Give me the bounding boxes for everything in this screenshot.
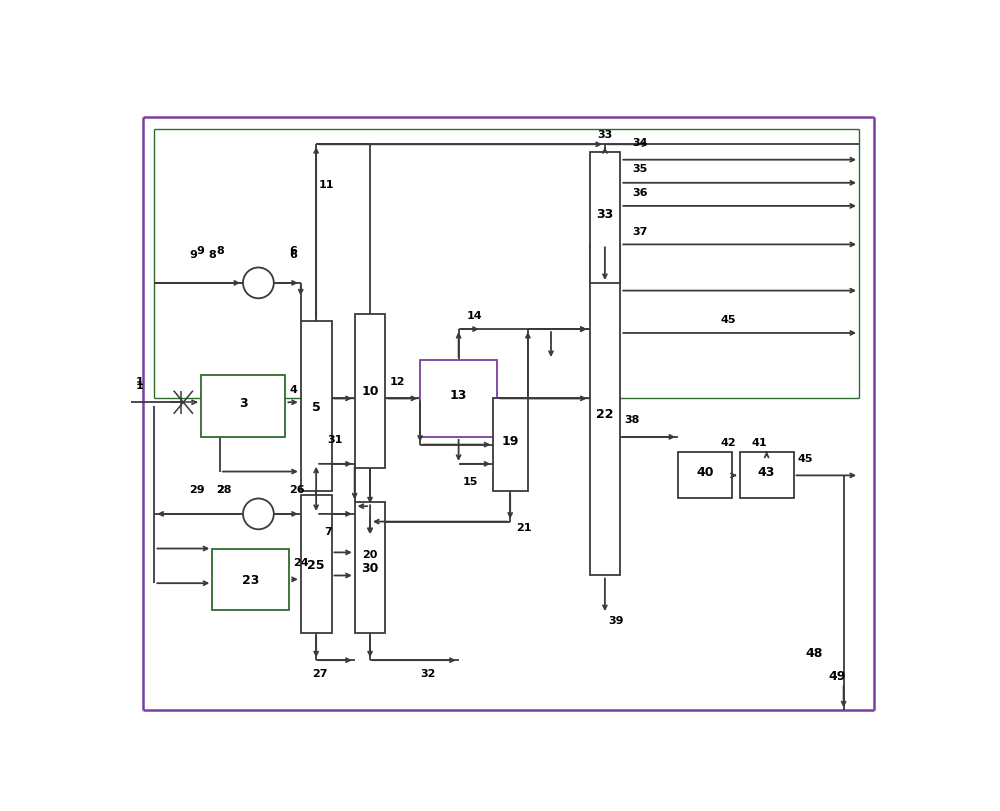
Text: 33: 33	[596, 208, 614, 221]
Text: 6: 6	[289, 246, 297, 256]
Text: 11: 11	[318, 181, 334, 191]
Text: 12: 12	[389, 377, 405, 387]
Text: 40: 40	[696, 466, 714, 479]
Text: 3: 3	[239, 397, 247, 410]
Text: 34: 34	[632, 138, 647, 148]
Text: 31: 31	[328, 435, 343, 444]
Text: 42: 42	[720, 439, 736, 448]
Text: 49: 49	[828, 670, 846, 684]
Text: 41: 41	[751, 439, 767, 448]
Text: 45: 45	[720, 315, 736, 325]
Text: 24: 24	[293, 558, 309, 568]
Text: 39: 39	[609, 616, 624, 625]
Text: 8: 8	[216, 246, 224, 256]
Text: 9: 9	[189, 250, 197, 260]
Bar	[420, 360, 497, 437]
Bar	[355, 314, 385, 468]
Text: 26: 26	[289, 485, 305, 495]
Bar	[301, 321, 332, 491]
Circle shape	[243, 268, 274, 298]
Text: 43: 43	[758, 466, 775, 479]
Bar	[590, 152, 620, 283]
Bar	[201, 375, 285, 437]
Text: 1: 1	[135, 380, 143, 391]
Text: 38: 38	[624, 415, 640, 425]
Text: 15: 15	[462, 477, 478, 487]
Text: 36: 36	[632, 188, 647, 198]
Text: 9: 9	[197, 246, 205, 256]
Bar	[740, 453, 794, 499]
Text: 21: 21	[516, 523, 532, 533]
Text: 4: 4	[289, 384, 297, 394]
Text: 45: 45	[797, 454, 813, 464]
Text: 30: 30	[361, 563, 379, 576]
Bar	[678, 453, 732, 499]
Bar	[355, 502, 385, 633]
Text: 28: 28	[216, 485, 232, 495]
Text: 29: 29	[189, 485, 205, 495]
Circle shape	[243, 499, 274, 530]
Text: 22: 22	[596, 409, 614, 422]
Text: 27: 27	[312, 669, 328, 680]
Text: 10: 10	[361, 385, 379, 398]
Bar	[493, 398, 528, 491]
Text: 7: 7	[324, 527, 332, 537]
Bar	[590, 244, 620, 576]
Text: 23: 23	[242, 574, 259, 587]
Text: 37: 37	[632, 227, 647, 237]
Text: 13: 13	[450, 389, 467, 402]
Text: 5: 5	[312, 401, 321, 414]
Text: 32: 32	[420, 669, 435, 680]
Text: 1: 1	[135, 377, 143, 387]
Bar	[212, 548, 289, 610]
Text: 33: 33	[597, 131, 612, 140]
Text: 6: 6	[289, 250, 297, 260]
Bar	[301, 495, 332, 633]
Text: 25: 25	[307, 559, 325, 572]
Text: 14: 14	[466, 311, 482, 321]
Text: 19: 19	[502, 436, 519, 448]
Text: 48: 48	[805, 647, 822, 660]
Text: 8: 8	[208, 250, 216, 260]
Text: 20: 20	[362, 550, 378, 560]
Text: 35: 35	[632, 164, 647, 174]
Text: 2: 2	[216, 485, 224, 495]
